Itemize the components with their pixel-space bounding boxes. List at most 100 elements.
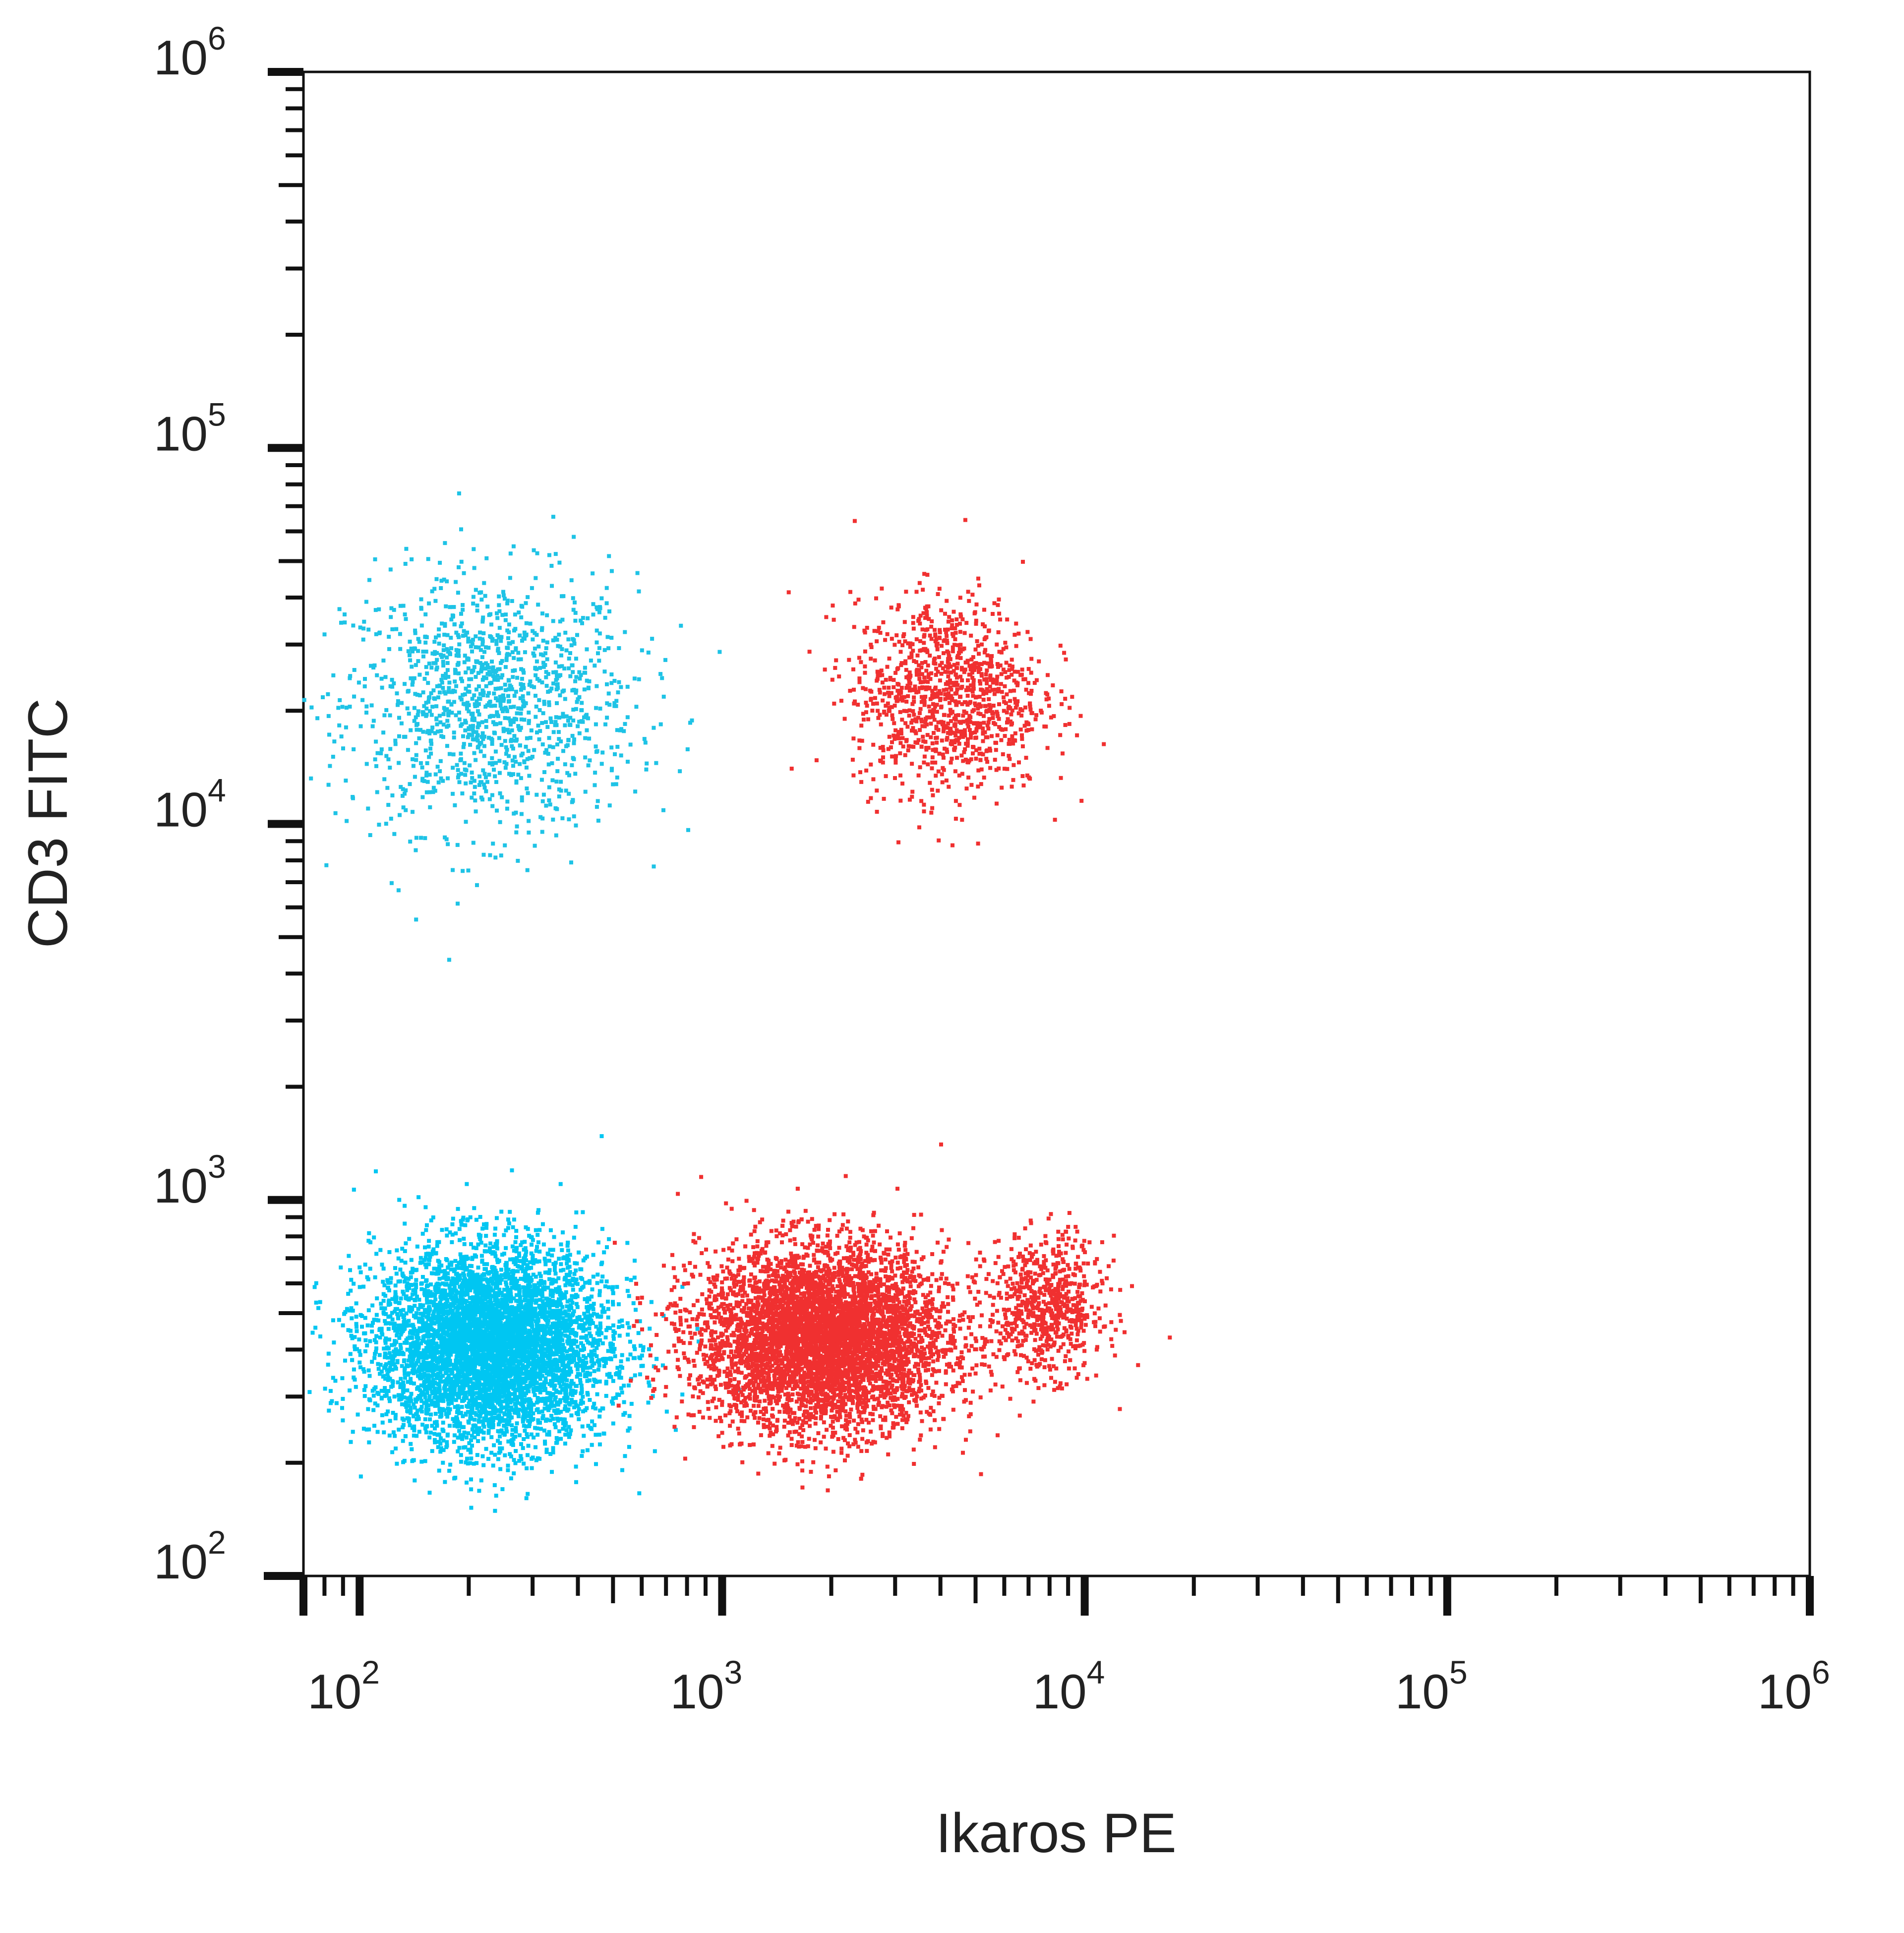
data-point (430, 1402, 435, 1407)
data-point (470, 718, 475, 722)
data-point (440, 1228, 444, 1232)
data-point (618, 728, 622, 732)
data-point (494, 1494, 498, 1498)
data-point (485, 604, 490, 609)
data-point (558, 673, 563, 677)
data-point (490, 660, 494, 664)
data-point (568, 674, 573, 678)
data-point (573, 600, 577, 604)
data-point (546, 762, 551, 767)
data-point (432, 640, 437, 644)
data-point (512, 734, 517, 738)
data-point (407, 1237, 412, 1241)
data-point (558, 1341, 562, 1345)
data-point (461, 634, 465, 638)
data-point (471, 602, 476, 606)
data-point (582, 670, 587, 675)
data-point (482, 1331, 486, 1336)
data-point (428, 709, 432, 713)
data-point (538, 1390, 542, 1394)
data-point (417, 640, 421, 644)
data-point (532, 1389, 536, 1393)
data-point (566, 1313, 570, 1318)
data-point (448, 1307, 453, 1312)
data-point (605, 716, 609, 720)
data-point (582, 687, 587, 692)
data-point (522, 1261, 526, 1265)
data-point (605, 1326, 610, 1330)
data-point (382, 777, 387, 782)
data-point (327, 1408, 331, 1413)
data-point (488, 1241, 493, 1246)
data-point (331, 673, 336, 677)
data-point (447, 680, 452, 685)
data-point (473, 785, 477, 789)
data-point (393, 1434, 397, 1438)
data-point (372, 1318, 376, 1322)
data-point (471, 724, 475, 728)
data-point (548, 1418, 552, 1423)
data-point (606, 691, 611, 696)
data-point (446, 776, 450, 781)
data-point (448, 1230, 452, 1235)
data-point (400, 1364, 404, 1368)
data-point (481, 1314, 485, 1318)
data-point (586, 763, 591, 768)
data-point (425, 1411, 429, 1416)
data-point (370, 724, 375, 728)
data-point (511, 668, 515, 673)
data-point (392, 607, 396, 612)
data-point (445, 1444, 449, 1448)
data-point (640, 648, 644, 653)
data-point (508, 1257, 512, 1262)
data-point (625, 1241, 630, 1245)
data-point (470, 649, 474, 654)
data-point (411, 1357, 415, 1362)
data-point (398, 813, 402, 817)
data-point (660, 1363, 665, 1368)
data-point (597, 1379, 602, 1384)
data-point (448, 1359, 452, 1363)
data-point (555, 742, 559, 747)
data-point (531, 1257, 535, 1262)
data-point (397, 716, 401, 720)
data-point (540, 680, 544, 685)
data-point (537, 1328, 542, 1332)
data-point (472, 751, 476, 755)
data-point (442, 643, 446, 648)
data-point (490, 1352, 495, 1356)
data-point (422, 1258, 426, 1262)
data-point (398, 632, 402, 636)
data-point (532, 654, 536, 658)
data-point (520, 1240, 524, 1245)
data-point (462, 629, 466, 633)
data-point (531, 651, 536, 656)
data-point (544, 646, 548, 651)
data-point (445, 633, 450, 637)
data-point (472, 566, 476, 570)
data-point (399, 1259, 404, 1263)
data-point (503, 688, 508, 692)
data-point (536, 1433, 540, 1437)
data-point (518, 633, 522, 638)
data-point (393, 1329, 398, 1333)
data-point (540, 1374, 544, 1378)
data-point (514, 1247, 519, 1251)
data-point (451, 1363, 456, 1367)
data-point (628, 1352, 633, 1357)
data-point (604, 586, 609, 590)
data-point (588, 758, 592, 763)
data-point (637, 677, 641, 681)
data-point (474, 675, 478, 679)
data-point (483, 775, 488, 780)
data-point (534, 673, 538, 677)
data-point (499, 639, 503, 643)
data-point (503, 665, 508, 669)
data-point (399, 785, 403, 789)
data-point (410, 1292, 415, 1297)
data-point (554, 715, 558, 720)
data-point (377, 630, 382, 635)
data-point (560, 1379, 565, 1384)
data-point (534, 694, 537, 698)
